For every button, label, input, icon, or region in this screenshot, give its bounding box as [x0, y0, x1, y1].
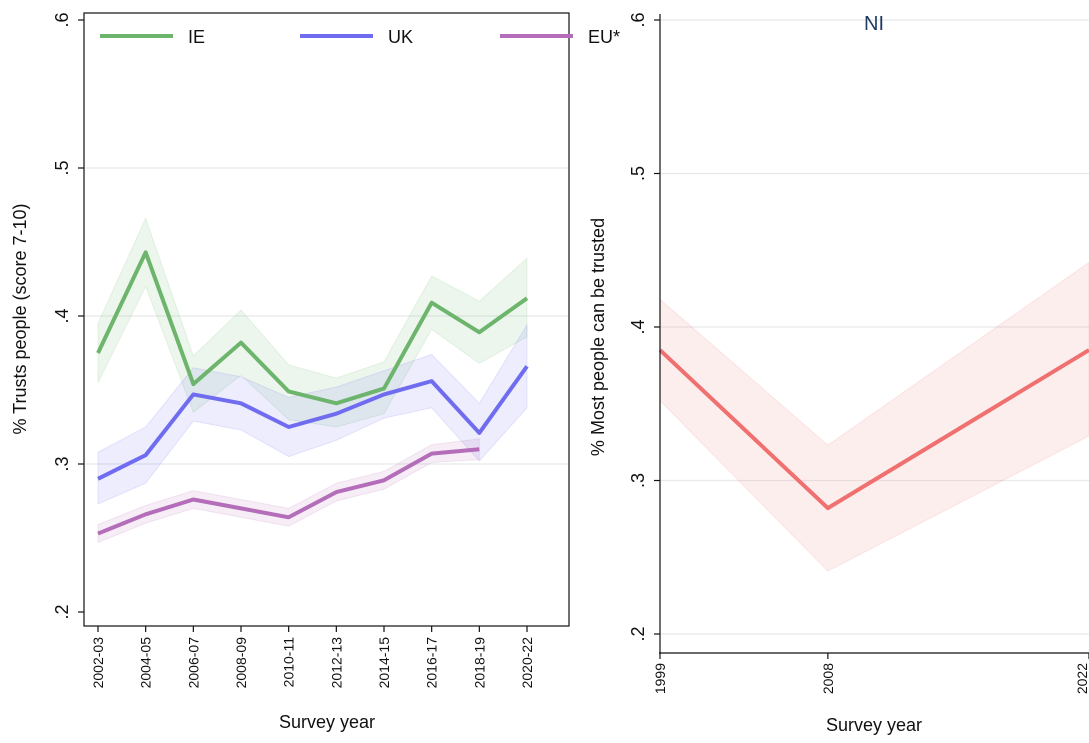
left-y-tick-label: .4 — [52, 308, 72, 323]
left-x-axis-label: Survey year — [279, 712, 375, 732]
left-x-tick-label: 2012-13 — [328, 637, 344, 689]
left-x-tick-label: 2016-17 — [424, 637, 440, 689]
right-confidence-band — [659, 261, 1089, 572]
ci-band-ni — [659, 261, 1089, 572]
right-y-tick-label: .2 — [628, 626, 648, 641]
left-x-tick-label: 2008-09 — [233, 637, 249, 689]
right-chart: .2 .3 .4 .5 .6 1999 2008 2022 NI Survey year %… — [588, 12, 1089, 735]
left-confidence-bands — [97, 216, 528, 544]
series-line-ni — [658, 348, 1089, 511]
legend-label-ie: IE — [188, 27, 205, 47]
series-line-eu — [97, 447, 480, 536]
right-y-tick-label: .4 — [628, 319, 648, 334]
left-chart: .2.3.4.5.6 2002-03 2004-05 2006-07 2008-09 2… — [10, 12, 620, 732]
left-x-tick-label: 2020-22 — [519, 637, 535, 689]
left-y-tick-label: .3 — [52, 456, 72, 471]
right-y-ticks: .2 .3 .4 .5 .6 — [628, 12, 660, 642]
left-series-lines — [96, 250, 529, 536]
ci-band-uk — [97, 323, 528, 505]
series-line-ie — [96, 250, 529, 406]
right-x-axis-label: Survey year — [826, 715, 922, 735]
right-y-tick-label: .6 — [628, 12, 648, 27]
right-x-tick-label: 2022 — [1074, 663, 1089, 694]
legend-label-eu: EU* — [588, 27, 620, 47]
right-x-tick-label: 2008 — [820, 663, 836, 694]
right-chart-title: NI — [864, 13, 884, 35]
right-y-axis-label: % Most people can be trusted — [588, 218, 608, 456]
left-x-tick-label: 2010-11 — [281, 637, 297, 688]
left-x-tick-label: 2018-19 — [471, 637, 487, 689]
left-y-ticks: .2 .3 .4 .5 .6 — [52, 12, 84, 620]
left-x-tick-label: 2002-03 — [90, 637, 106, 689]
right-series-line — [658, 348, 1089, 511]
left-x-tick-label: 2006-07 — [185, 637, 201, 689]
left-x-tick-label: 2014-15 — [376, 637, 392, 689]
left-plot-frame — [83, 12, 570, 627]
left-gridlines — [85, 167, 568, 465]
left-y-axis-label: % Trusts people (score 7-10) — [10, 203, 30, 434]
left-x-tick-label: 2004-05 — [138, 637, 154, 689]
series-line-uk — [97, 365, 529, 481]
right-x-tick-label: 1999 — [652, 663, 668, 694]
right-gridlines — [661, 19, 1089, 635]
right-y-tick-label: .3 — [628, 473, 648, 488]
left-y-tick-label: .5 — [52, 160, 72, 175]
left-legend: IE UK EU* — [100, 27, 620, 47]
left-y-tick-label: .2 — [52, 604, 72, 619]
left-x-ticks: 2002-03 2004-05 2006-07 2008-09 2010-11 2012-… — [90, 626, 535, 688]
left-y-tick-label: .6 — [52, 12, 72, 27]
right-y-tick-label: .5 — [628, 166, 648, 181]
right-x-ticks: 1999 2008 2022 — [652, 653, 1089, 694]
legend-label-uk: UK — [388, 27, 413, 47]
ci-band-eu — [97, 438, 480, 544]
